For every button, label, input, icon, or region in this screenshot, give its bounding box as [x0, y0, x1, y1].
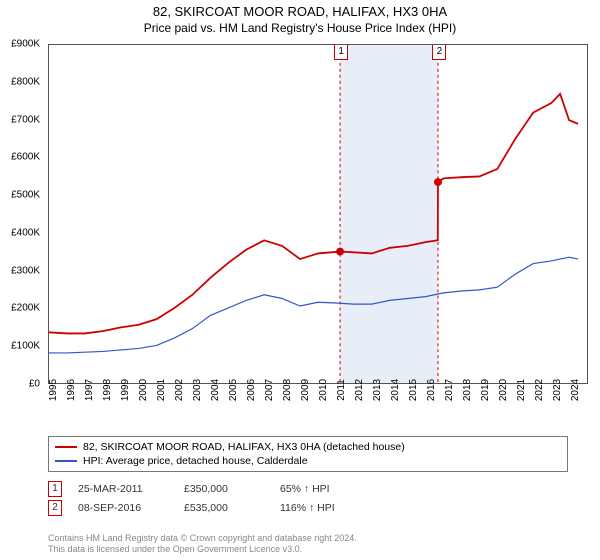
x-tick-label: 1996 [66, 379, 77, 401]
legend-label-hpi: HPI: Average price, detached house, Cald… [83, 455, 308, 467]
legend-swatch-hpi [55, 460, 77, 462]
sale-price-2: £535,000 [184, 502, 264, 514]
x-tick-label: 1998 [102, 379, 113, 401]
legend-row-price: 82, SKIRCOAT MOOR ROAD, HALIFAX, HX3 0HA… [55, 440, 561, 454]
sale-pct-1: 65% ↑ HPI [280, 483, 330, 495]
legend-row-hpi: HPI: Average price, detached house, Cald… [55, 454, 561, 468]
x-tick-label: 2005 [228, 379, 239, 401]
legend-label-price: 82, SKIRCOAT MOOR ROAD, HALIFAX, HX3 0HA… [83, 441, 405, 453]
chart-area: £0 £100K £200K £300K £400K £500K £600K £700K £80… [0, 40, 600, 420]
x-tick-label: 2001 [156, 379, 167, 401]
sale-date-2: 08-SEP-2016 [78, 502, 168, 514]
y-tick-label: £500K [0, 190, 40, 201]
sale-row-2: 2 08-SEP-2016 £535,000 116% ↑ HPI [48, 497, 568, 516]
x-tick-label: 2011 [336, 379, 347, 401]
chart-marker-2: 2 [432, 44, 446, 60]
x-tick-label: 2009 [300, 379, 311, 401]
y-tick-label: £0 [0, 379, 40, 390]
x-tick-label: 1995 [48, 379, 59, 401]
sale-marker-1: 1 [48, 481, 62, 497]
y-tick-label: £800K [0, 76, 40, 87]
sale-row-1: 1 25-MAR-2011 £350,000 65% ↑ HPI [48, 478, 568, 497]
legend: 82, SKIRCOAT MOOR ROAD, HALIFAX, HX3 0HA… [48, 436, 568, 472]
x-tick-label: 2010 [318, 379, 329, 401]
y-tick-label: £100K [0, 341, 40, 352]
plot-area: 12 [48, 44, 588, 384]
x-tick-label: 2008 [282, 379, 293, 401]
legend-swatch-price [55, 446, 77, 448]
legend-box: 82, SKIRCOAT MOOR ROAD, HALIFAX, HX3 0HA… [48, 436, 568, 472]
title-block: 82, SKIRCOAT MOOR ROAD, HALIFAX, HX3 0HA… [0, 0, 600, 37]
sale-price-1: £350,000 [184, 483, 264, 495]
x-tick-label: 2013 [372, 379, 383, 401]
x-tick-label: 2023 [552, 379, 563, 401]
x-tick-label: 2000 [138, 379, 149, 401]
x-tick-label: 2014 [390, 379, 401, 401]
y-tick-label: £300K [0, 265, 40, 276]
y-tick-label: £900K [0, 39, 40, 50]
x-tick-label: 2019 [480, 379, 491, 401]
x-tick-label: 2024 [570, 379, 581, 401]
sale-marker-2: 2 [48, 500, 62, 516]
footer-line-1: Contains HM Land Registry data © Crown c… [48, 533, 357, 545]
x-tick-label: 2012 [354, 379, 365, 401]
x-tick-label: 1997 [84, 379, 95, 401]
sale-pct-2: 116% ↑ HPI [280, 502, 335, 514]
plot-svg [49, 45, 587, 383]
x-tick-label: 2006 [246, 379, 257, 401]
sale-date-1: 25-MAR-2011 [78, 483, 168, 495]
y-tick-label: £400K [0, 227, 40, 238]
x-tick-label: 1999 [120, 379, 131, 401]
footer-line-2: This data is licensed under the Open Gov… [48, 544, 357, 556]
x-tick-label: 2017 [444, 379, 455, 401]
x-tick-label: 2007 [264, 379, 275, 401]
chart-marker-1: 1 [334, 44, 348, 60]
x-tick-label: 2018 [462, 379, 473, 401]
x-tick-label: 2021 [516, 379, 527, 401]
x-tick-label: 2004 [210, 379, 221, 401]
x-tick-label: 2003 [192, 379, 203, 401]
y-tick-label: £600K [0, 152, 40, 163]
sales-table: 1 25-MAR-2011 £350,000 65% ↑ HPI 2 08-SE… [48, 478, 568, 516]
x-tick-label: 2015 [408, 379, 419, 401]
x-tick-label: 2016 [426, 379, 437, 401]
x-tick-label: 2002 [174, 379, 185, 401]
y-tick-label: £200K [0, 303, 40, 314]
chart-subtitle: Price paid vs. HM Land Registry's House … [0, 21, 600, 35]
attribution-footer: Contains HM Land Registry data © Crown c… [48, 533, 357, 556]
x-tick-label: 2022 [534, 379, 545, 401]
address-title: 82, SKIRCOAT MOOR ROAD, HALIFAX, HX3 0HA [0, 4, 600, 19]
y-tick-label: £700K [0, 114, 40, 125]
x-tick-label: 2020 [498, 379, 509, 401]
